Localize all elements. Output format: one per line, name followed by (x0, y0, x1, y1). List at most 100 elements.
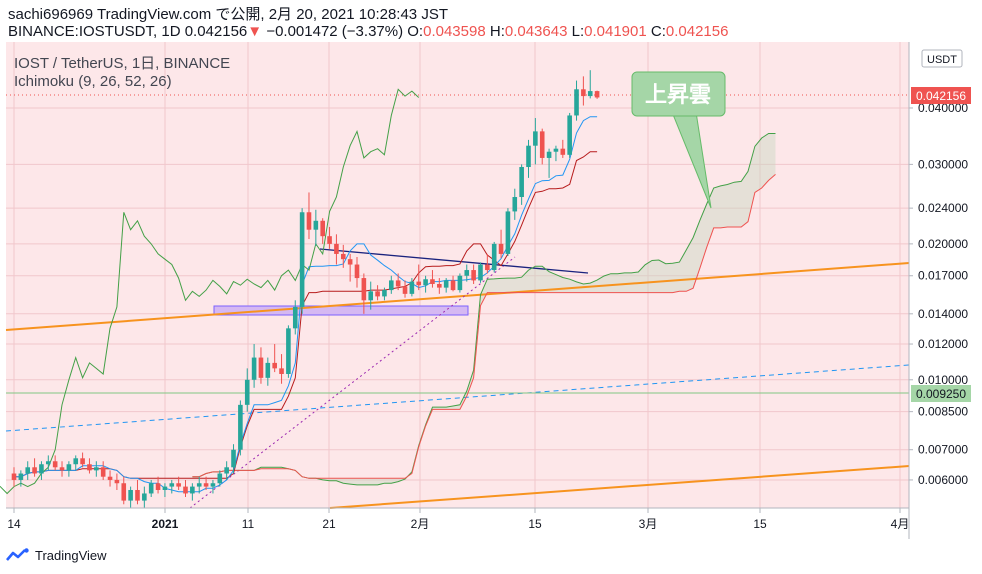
candle-body (409, 281, 415, 294)
time-tick-label: 15 (753, 517, 767, 531)
price-tick-label: 0.030000 (918, 157, 968, 171)
open-value: 0.043598 (423, 23, 486, 40)
legend: IOST / TetherUS, 1日, BINANCE Ichimoku (9… (14, 55, 230, 90)
brand-label: TradingView (35, 547, 107, 563)
trendline-upper (5, 262, 910, 331)
candle-body (402, 286, 408, 294)
candle-body (11, 473, 17, 480)
time-tick-label: 2月 (411, 517, 430, 531)
time-tick-label: 11 (242, 517, 255, 531)
svg-text:USDT: USDT (927, 54, 957, 66)
level-badge: 0.009250 (911, 385, 971, 402)
svg-text:0.042156: 0.042156 (916, 89, 966, 103)
candle-body (18, 473, 24, 480)
candle-body (519, 167, 524, 198)
candle-body (25, 467, 31, 474)
candle-body (533, 131, 538, 146)
candle-body (203, 483, 209, 487)
price-tick-label: 0.007000 (918, 443, 968, 457)
candle-body (299, 212, 305, 307)
candle-body (334, 243, 339, 254)
candle-body (148, 483, 154, 494)
candle-body (73, 458, 79, 465)
chikou-span (0, 88, 420, 495)
candle-body (39, 464, 44, 474)
candle-body (457, 275, 463, 291)
candle-body (272, 362, 277, 369)
time-tick-label: 4月 (891, 517, 910, 531)
price-tick-label: 0.020000 (918, 237, 968, 251)
candle-body (251, 357, 257, 380)
candle-body (313, 220, 319, 230)
time-axis: 14 2021 11 21 2月 15 3月 15 4月 (6, 507, 910, 531)
candle-body (142, 493, 147, 501)
legend-pair: IOST / TetherUS, 1日, BINANCE (14, 55, 230, 72)
candle-body (217, 473, 223, 484)
candle-body (368, 291, 374, 301)
candle-body (361, 278, 367, 301)
candle-body (32, 467, 37, 474)
price-tick-label: 0.008500 (918, 405, 968, 419)
high-value: 0.043643 (504, 23, 568, 40)
candle-body (498, 243, 504, 254)
candle-body (416, 281, 422, 286)
candle-body (587, 91, 593, 97)
tenkan-sen (14, 116, 598, 493)
candle-body (512, 197, 518, 212)
candle-body (258, 357, 264, 378)
candle-body (423, 279, 428, 286)
candle-body (395, 280, 401, 287)
ichimoku-lines (0, 88, 776, 495)
candle-body (244, 379, 250, 405)
candle-body (546, 151, 552, 158)
time-tick-label: 14 (7, 517, 21, 531)
candle-body (471, 270, 476, 281)
candle-body (594, 91, 600, 98)
legend-indicator: Ichimoku (9, 26, 52, 26) (14, 73, 172, 90)
candle-body (327, 236, 332, 244)
plot-background (6, 42, 909, 508)
candle-body (238, 404, 243, 450)
chart-area[interactable]: 上昇雲 IOST / TetherUS, 1日, BINANCE Ichimok… (0, 42, 982, 539)
tradingview-footer[interactable]: TradingView (6, 545, 107, 565)
annotation-text: 上昇雲 (645, 82, 711, 107)
time-tick-label: 2021 (152, 517, 179, 531)
candle-body (443, 280, 449, 288)
time-tick-label: 3月 (639, 517, 658, 531)
candle-body (539, 131, 545, 158)
candle-body (114, 479, 120, 484)
candle-body (505, 211, 511, 254)
currency-label: USDT (921, 49, 963, 68)
candle-body (121, 483, 127, 501)
candle-body (347, 259, 353, 265)
candle-body (526, 145, 531, 168)
publish-info: sachi696969 TradingView.com で公開, 2月 20, … (8, 6, 448, 23)
candle-body (196, 483, 202, 487)
candle-body (389, 280, 394, 291)
candle-body (375, 291, 380, 297)
candle-body (128, 489, 133, 501)
svg-text:0.009250: 0.009250 (916, 387, 966, 401)
price-chart[interactable]: 上昇雲 IOST / TetherUS, 1日, BINANCE Ichimok… (0, 42, 982, 539)
price-tick-label: 0.010000 (918, 373, 968, 387)
dashed-channel-line (5, 364, 910, 432)
candle-body (478, 264, 483, 281)
candle-body (46, 461, 51, 465)
candle-body (485, 264, 490, 271)
candle-body (265, 362, 271, 378)
candle-body (292, 306, 298, 329)
drawings (5, 94, 910, 509)
candle-body (183, 486, 188, 494)
candle-body (286, 328, 291, 374)
candle-body (553, 148, 559, 152)
annotation-callout: 上昇雲 (631, 71, 726, 209)
candles (11, 70, 600, 508)
candle-body (231, 449, 236, 468)
candle-body (491, 243, 497, 271)
ohlc-header: BINANCE:IOSTUSDT, 1D 0.042156▼ −0.001472… (8, 23, 729, 40)
candle-body (94, 467, 99, 471)
dotted-trendline (189, 256, 516, 509)
close-value: 0.042156 (665, 23, 729, 40)
time-tick-label: 21 (322, 517, 336, 531)
candle-body (162, 486, 168, 490)
